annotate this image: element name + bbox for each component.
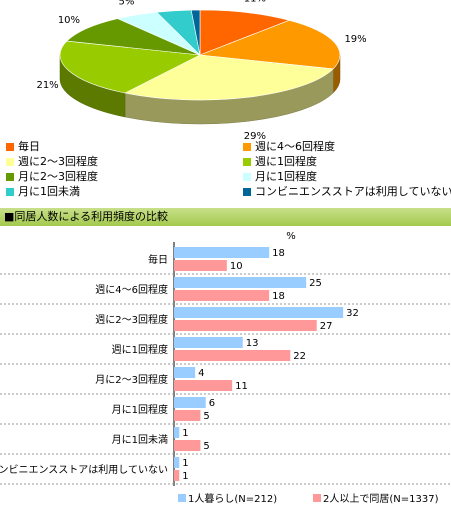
- bar-single: [174, 457, 180, 468]
- legend-swatch: [6, 188, 14, 196]
- bar-single: [174, 397, 206, 408]
- bar-cohabiting: [174, 320, 317, 331]
- pie-labels: 11% 19% 29% 21% 10% 5% 4% 1%: [36, 0, 366, 140]
- bar-single: [174, 247, 270, 258]
- pie-percent-label: 29%: [244, 131, 266, 140]
- bar-value-label: 13: [246, 338, 259, 349]
- bar-value-label: 1: [182, 471, 188, 482]
- bar-value-label: 18: [272, 248, 285, 259]
- legend-swatch: [243, 143, 251, 151]
- pie-slices: [59, 9, 341, 101]
- bar-value-label: 32: [346, 308, 359, 319]
- pie-percent-label: 11%: [244, 0, 266, 5]
- bar-value-label: 27: [320, 321, 333, 332]
- bar-single: [174, 427, 180, 438]
- bar-legend-swatch: [178, 494, 186, 502]
- category-label: 週に4～6回程度: [95, 283, 168, 296]
- pie-percent-label: 21%: [36, 80, 58, 91]
- legend-label: 週に1回程度: [255, 155, 317, 168]
- pie-slice: [199, 20, 341, 70]
- bar-cohabiting: [174, 350, 291, 361]
- category-label: 週に2～3回程度: [95, 313, 168, 326]
- unit-label: %: [286, 231, 296, 242]
- pie-chart: 11% 19% 29% 21% 10% 5% 4% 1%: [36, 0, 366, 140]
- pie-slice: [66, 18, 201, 56]
- bar-legend-item: 1人暮らし(N=212): [178, 492, 277, 505]
- bar-cohabiting: [174, 380, 233, 391]
- bar-value-label: 25: [309, 278, 322, 289]
- category-label: 月に1回未満: [112, 434, 168, 446]
- legend-label: 週に2～3回程度: [18, 155, 98, 168]
- legend-label: 月に1回程度: [255, 170, 317, 183]
- legend-label: 毎日: [18, 140, 40, 153]
- pie-slice: [199, 9, 291, 56]
- bar-value-label: 18: [272, 291, 285, 302]
- legend-swatch: [6, 143, 14, 151]
- legend-swatch: [6, 173, 14, 181]
- bar-single: [174, 277, 307, 288]
- legend-swatch: [243, 173, 251, 181]
- bar-value-label: 22: [293, 351, 306, 362]
- bar-value-label: 11: [235, 381, 248, 392]
- legend-swatch: [243, 158, 251, 166]
- category-label: 週に1回程度: [112, 343, 168, 356]
- pie-percent-label: 5%: [119, 0, 135, 8]
- bar-legend-swatch: [313, 494, 321, 502]
- bar-value-label: 1: [182, 458, 188, 469]
- category-label: 毎日: [148, 253, 168, 266]
- pie-percent-label: 19%: [344, 34, 366, 45]
- bar-legend-item: 2人以上で同居(N=1337): [313, 493, 439, 505]
- legend-label: 月に2～3回程度: [18, 170, 98, 183]
- bar-value-label: 6: [209, 398, 215, 409]
- pie-percent-label: 4%: [162, 0, 178, 2]
- pie-slice: [59, 40, 202, 94]
- bar-legend-label: 1人暮らし(N=212): [188, 492, 277, 505]
- bar-cohabiting: [174, 290, 270, 301]
- legend-label: 週に4～6回程度: [255, 140, 335, 153]
- category-label: コンビニエンスストアは利用していない: [0, 464, 168, 476]
- bar-value-label: 5: [203, 411, 209, 422]
- bar-chart: % 毎日 18 10 週に4～6回程度 25 18 週に2～3回程度 32 27 週に1回程度 13 2…: [0, 231, 451, 505]
- legend-label: 月に1回未満: [18, 185, 80, 198]
- legend-swatch: [6, 158, 14, 166]
- bar-cohabiting: [174, 410, 201, 421]
- bar-cohabiting: [174, 470, 180, 481]
- bar-cohabiting: [174, 260, 227, 271]
- bar-value-label: 1: [182, 428, 188, 439]
- category-label: 月に2～3回程度: [95, 373, 168, 386]
- pie-percent-label: 10%: [58, 15, 80, 26]
- section-header: ■同居人数による利用頻度の比較: [0, 208, 451, 226]
- bar-legend-label: 2人以上で同居(N=1337): [323, 493, 439, 505]
- pie-slice: [124, 54, 334, 101]
- legend-label: コンビニエンスストアは利用していない: [255, 185, 451, 198]
- legend-swatch: [243, 188, 251, 196]
- category-label: 月に1回程度: [112, 403, 168, 416]
- bar-single: [174, 307, 344, 318]
- pie-percent-label: 1%: [187, 0, 203, 1]
- bar-single: [174, 367, 196, 378]
- bar-value-label: 10: [230, 261, 243, 272]
- bar-value-label: 4: [198, 368, 204, 379]
- bar-value-label: 5: [203, 441, 209, 452]
- section-title: ■同居人数による利用頻度の比較: [4, 210, 169, 223]
- bar-single: [174, 337, 243, 348]
- bar-cohabiting: [174, 440, 201, 451]
- pie-slice: [190, 9, 201, 56]
